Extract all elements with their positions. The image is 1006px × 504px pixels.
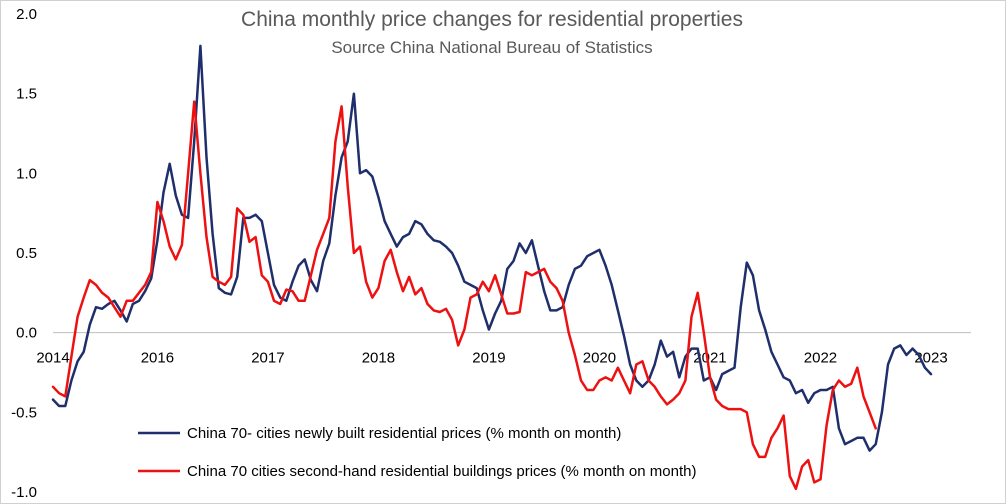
series-line-second-hand bbox=[51, 100, 877, 491]
x-axis-tick-labels: 2014201620172018201920202021202220232024… bbox=[36, 350, 947, 367]
y-tick-label: -1.0 bbox=[11, 484, 37, 501]
x-tick-label: 2020 bbox=[583, 350, 616, 367]
y-tick-label: 1.5 bbox=[16, 86, 37, 103]
chart-title: China monthly price changes for resident… bbox=[241, 8, 743, 31]
y-tick-label: 0.0 bbox=[16, 325, 37, 342]
x-tick-label: 2016 bbox=[141, 350, 174, 367]
legend-label-second: China 70 cities second-hand residential … bbox=[187, 463, 696, 480]
x-tick-label: 2014 bbox=[36, 350, 69, 367]
y-tick-label: -0.5 bbox=[11, 404, 37, 421]
series-layer bbox=[51, 44, 933, 491]
series-line-new-built bbox=[51, 44, 933, 452]
chart-subtitle: Source China National Bureau of Statisti… bbox=[331, 38, 652, 57]
legend-label-new: China 70- cities newly built residential… bbox=[187, 425, 621, 442]
y-tick-label: 0.5 bbox=[16, 245, 37, 262]
x-tick-label: 2018 bbox=[362, 350, 395, 367]
y-tick-label: 2.0 bbox=[16, 6, 37, 23]
x-tick-label: 2022 bbox=[804, 350, 837, 367]
x-tick-label: 2017 bbox=[251, 350, 284, 367]
x-tick-label: 2019 bbox=[472, 350, 505, 367]
x-tick-label: 2021 bbox=[693, 350, 726, 367]
legend: China 70- cities newly built residential… bbox=[138, 425, 696, 480]
y-axis-tick-labels: 2.0 1.5 1.0 0.5 0.0 -0.5 -1.0 bbox=[11, 6, 37, 501]
y-tick-label: 1.0 bbox=[16, 165, 37, 182]
